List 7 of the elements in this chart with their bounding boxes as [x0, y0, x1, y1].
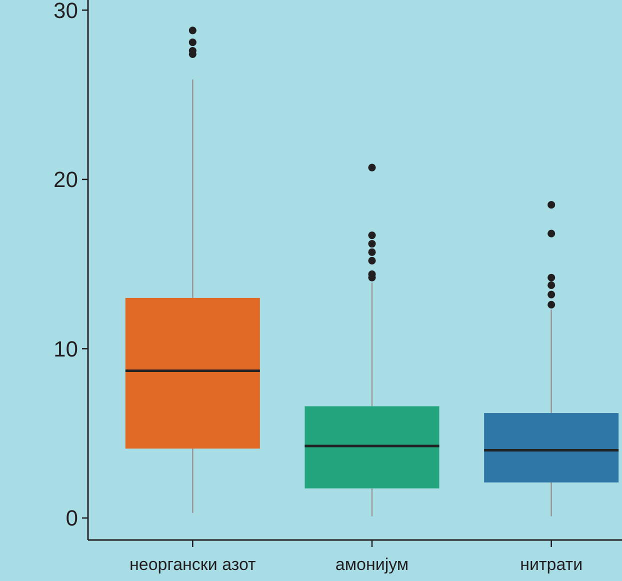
- y-tick-label: 30: [54, 0, 78, 23]
- x-tick-label: неоргански азот: [130, 555, 256, 574]
- x-tick-label: амонијум: [335, 555, 409, 574]
- y-tick-label: 10: [54, 336, 78, 362]
- x-tick-label: нитрати: [520, 555, 583, 574]
- y-tick-label: 0: [66, 506, 78, 531]
- y-tick-label: 20: [54, 167, 78, 192]
